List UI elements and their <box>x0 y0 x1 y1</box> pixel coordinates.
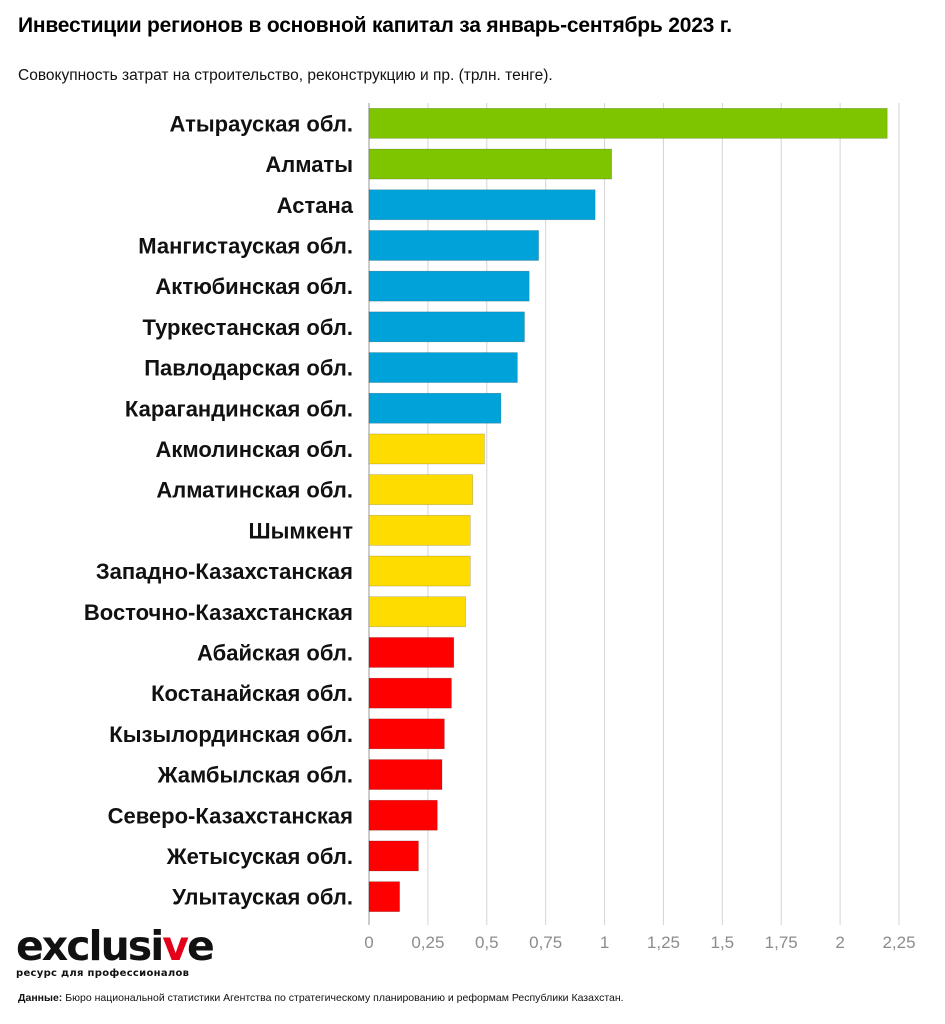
category-label: Улытауская обл. <box>172 885 353 910</box>
category-label: Абайская обл. <box>197 640 353 665</box>
bar <box>368 270 530 302</box>
bar <box>368 759 443 790</box>
bar <box>368 148 612 180</box>
bars <box>368 108 888 912</box>
bar <box>368 230 539 261</box>
bar <box>368 108 888 139</box>
chart-subtitle: Совокупность затрат на строительство, ре… <box>18 67 553 84</box>
category-label: Кызылординская обл. <box>109 722 353 747</box>
category-label: Жамбылская обл. <box>157 763 353 788</box>
x-tick-label: 1 <box>600 933 609 952</box>
category-label: Костанайская обл. <box>151 681 353 706</box>
x-tick-label: 0,5 <box>475 933 499 952</box>
category-label: Алматы <box>265 152 353 177</box>
x-tick-label: 0,25 <box>411 933 444 952</box>
bar <box>368 189 596 221</box>
x-tick-label: 0,75 <box>529 933 562 952</box>
bar <box>368 677 452 709</box>
bar <box>368 596 466 628</box>
category-label: Жетысуская обл. <box>166 844 353 869</box>
bar <box>368 352 518 383</box>
category-label: Астана <box>277 193 354 218</box>
category-labels: Атырауская обл. Алматы Астана Мангистауская… <box>84 111 354 909</box>
bar <box>368 474 473 505</box>
x-tick-label: 2 <box>835 933 844 952</box>
bar <box>368 637 455 668</box>
category-label: Шымкент <box>249 518 354 543</box>
x-tick-label: 1,25 <box>647 933 680 952</box>
bar <box>368 718 445 750</box>
category-label: Мангистауская обл. <box>138 233 353 258</box>
category-label: Восточно-Казахстанская <box>84 600 353 625</box>
category-label: Карагандинская обл. <box>125 396 353 421</box>
x-tick-label: 1,5 <box>711 933 735 952</box>
category-label: Актюбинская обл. <box>155 274 353 299</box>
bar <box>368 433 485 465</box>
source-note: Данные: Бюро национальной статистики Аге… <box>18 992 624 1004</box>
bar <box>368 799 438 831</box>
bar <box>368 555 471 587</box>
logo-tagline: ресурс для профессионалов <box>16 968 190 979</box>
category-label: Западно-Казахстанская <box>96 559 353 584</box>
chart-title: Инвестиции регионов в основной капитал з… <box>18 14 732 37</box>
category-label: Павлодарская обл. <box>144 356 353 381</box>
category-label: Алматинская обл. <box>156 478 353 503</box>
brand-logo: exclusive ресурс для профессионалов <box>16 922 226 980</box>
category-label: Атырауская обл. <box>169 111 353 136</box>
bar <box>368 392 502 424</box>
grid-lines <box>368 103 900 925</box>
bar <box>368 515 471 546</box>
bar <box>368 311 525 343</box>
category-label: Туркестанская обл. <box>143 315 353 340</box>
source-label: Данные: <box>18 992 63 1004</box>
x-tick-label: 0 <box>364 933 373 952</box>
x-tick-label: 1,75 <box>765 933 798 952</box>
bar <box>368 881 400 912</box>
x-tick-label: 2,25 <box>882 933 915 952</box>
x-tick-labels: 0 0,25 0,5 0,75 1 1,25 1,5 1,75 2 2,25 <box>364 933 915 952</box>
category-label: Северо-Казахстанская <box>108 803 353 828</box>
source-text: Бюро национальной статистики Агентства п… <box>62 992 624 1004</box>
category-label: Акмолинская обл. <box>155 437 353 462</box>
bar <box>368 840 419 872</box>
logo-wordmark: exclusive <box>16 922 215 970</box>
